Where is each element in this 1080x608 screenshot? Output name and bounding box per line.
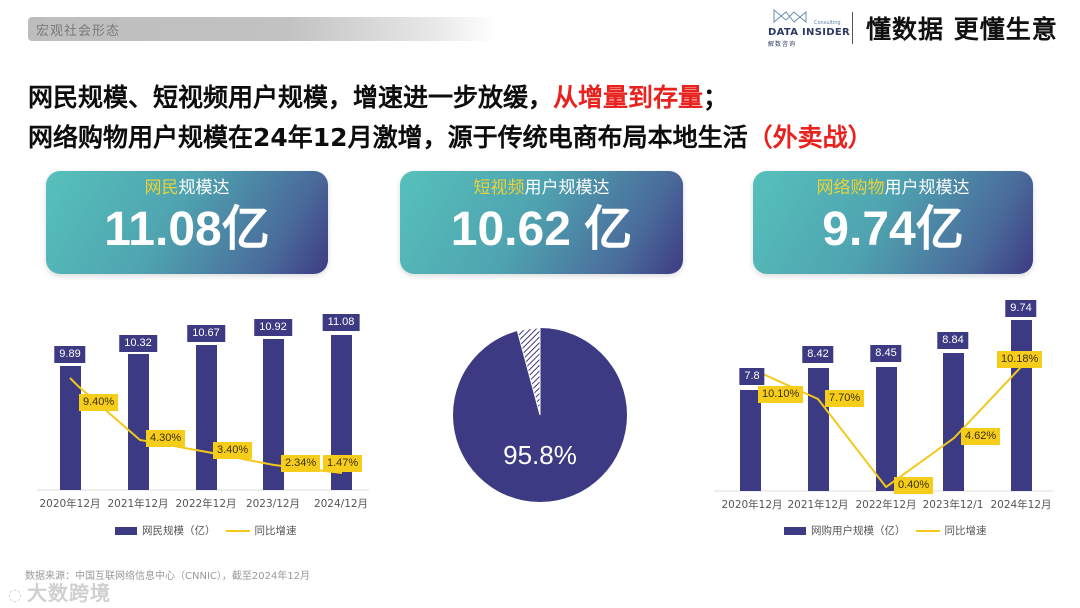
pie-percent-label: 95.8% (503, 440, 577, 470)
bar (1011, 320, 1032, 491)
logo-cn: 解数咨询 (768, 41, 797, 48)
watermark-logo-icon: ◌ (8, 585, 23, 604)
short-video-pie-chart (453, 328, 627, 502)
bar (808, 368, 829, 491)
rate-label: 3.40% (213, 442, 253, 459)
rate-label: 4.30% (146, 430, 186, 447)
label-rest: 规模达 (178, 178, 230, 198)
data-insider-logo: Consulting DATA INSIDER 解数咨询 (768, 8, 850, 48)
legend-bar-swatch (115, 526, 137, 535)
stat-card-label: 网民规模达 (46, 177, 328, 199)
rate-label: 4.62% (961, 428, 1001, 445)
rate-label: 0.40% (894, 477, 934, 494)
watermark: ◌ 大数跨境 (8, 577, 111, 606)
netizen-chart-legend: 网民规模（亿） 同比增速 (115, 523, 297, 538)
bar (876, 367, 897, 491)
logo-divider (852, 12, 853, 44)
label-highlight: 网络购物 (816, 178, 885, 198)
value-unit: 亿 (584, 201, 633, 257)
stat-card-netizens: 网民规模达 11.08亿 (46, 171, 328, 274)
stat-card-online-shopping: 网络购物用户规模达 9.74亿 (753, 171, 1033, 274)
x-tick: 2021年12月 (787, 499, 849, 511)
headline-line-2-text: 网络购物用户规模在24年12月激增，源于传统电商布局本地生活 (28, 123, 748, 152)
bar-value-label: 7.8 (739, 368, 765, 385)
bar (128, 354, 149, 490)
online-shopping-chart-legend: 网购用户规模（亿） 同比增速 (784, 523, 987, 538)
x-tick: 2021年12月 (107, 498, 169, 510)
slogan: 懂数据 更懂生意 (866, 15, 1058, 44)
x-tick: 2023/12月 (245, 498, 301, 510)
stat-card-label: 网络购物用户规模达 (753, 177, 1033, 199)
bar-value-label: 10.92 (254, 319, 292, 336)
bar-value-label: 8.42 (802, 346, 834, 363)
x-tick: 2023年12/1 (922, 499, 984, 511)
x-tick: 2020年12月 (39, 498, 101, 510)
stat-card-value: 10.62 亿 (400, 199, 683, 260)
section-title-bar: 宏观社会形态 (28, 17, 498, 41)
bar (331, 335, 352, 490)
value-number: 11.08 (104, 203, 222, 256)
label-highlight: 网民 (144, 178, 179, 198)
value-number: 10.62 (450, 203, 585, 256)
rate-label: 10.10% (758, 386, 804, 403)
headline-line-1-suffix: ； (703, 83, 729, 112)
logo-consulting: Consulting (814, 20, 841, 26)
x-tick: 2022年12月 (175, 498, 237, 510)
bar (263, 339, 284, 490)
headline-line-2: 网络购物用户规模在24年12月激增，源于传统电商布局本地生活（外卖战） (28, 118, 873, 158)
label-highlight: 短视频 (473, 178, 525, 198)
x-tick: 2024年12月 (990, 499, 1052, 511)
legend-line-label: 同比增速 (254, 525, 297, 537)
rate-label: 9.40% (79, 394, 119, 411)
headline-line-1-text: 网民规模、短视频用户规模，增速进一步放缓， (28, 83, 554, 112)
bar-value-label: 8.45 (870, 345, 902, 362)
headline: 网民规模、短视频用户规模，增速进一步放缓，从增量到存量； 网络购物用户规模在24… (28, 78, 873, 158)
bar (60, 366, 81, 490)
legend-line-swatch (225, 529, 250, 532)
bar-value-label: 9.89 (54, 346, 86, 363)
bar-value-label: 10.32 (119, 335, 157, 352)
logo-brand: DATA INSIDER (768, 27, 850, 38)
headline-line-1: 网民规模、短视频用户规模，增速进一步放缓，从增量到存量； (28, 78, 873, 118)
label-rest: 用户规模达 (884, 178, 970, 198)
bar-value-label: 11.08 (322, 314, 360, 331)
legend-bar-swatch (784, 526, 806, 535)
bar-value-label: 9.74 (1005, 300, 1037, 317)
stat-card-short-video: 短视频用户规模达 10.62 亿 (400, 171, 683, 274)
label-rest: 用户规模达 (524, 178, 610, 198)
stat-card-value: 11.08亿 (46, 199, 328, 260)
watermark-text: 大数跨境 (26, 581, 111, 605)
legend-line-swatch (915, 529, 940, 532)
value-unit: 亿 (915, 201, 964, 257)
pie-slice-other (516, 328, 541, 416)
x-tick: 2022年12月 (855, 499, 917, 511)
section-title: 宏观社会形态 (36, 24, 121, 39)
legend-bar-label: 网民规模（亿） (142, 525, 216, 537)
bowtie-logo-icon (773, 8, 807, 24)
stat-card-value: 9.74亿 (753, 199, 1033, 260)
headline-line-2-highlight: （外卖战） (747, 123, 873, 152)
bar (740, 390, 761, 491)
headline-line-1-highlight: 从增量到存量 (553, 83, 704, 112)
value-number: 9.74 (822, 203, 916, 256)
bar (943, 353, 964, 491)
data-source-note: 数据来源：中国互联网络信息中心（CNNIC），截至2024年12月 (25, 571, 311, 582)
legend-bar-label: 网购用户规模（亿） (811, 525, 906, 537)
bar-value-label: 10.67 (187, 325, 225, 342)
stat-card-label: 短视频用户规模达 (400, 177, 683, 199)
rate-label: 7.70% (825, 390, 865, 407)
x-tick: 2024/12月 (313, 498, 369, 510)
x-tick: 2020年12月 (721, 499, 783, 511)
legend-line-label: 同比增速 (944, 525, 987, 537)
value-unit: 亿 (221, 201, 270, 257)
rate-label: 10.18% (997, 351, 1043, 368)
rate-label: 1.47% (323, 455, 363, 472)
rate-label: 2.34% (281, 455, 321, 472)
bar-value-label: 8.84 (937, 332, 969, 349)
